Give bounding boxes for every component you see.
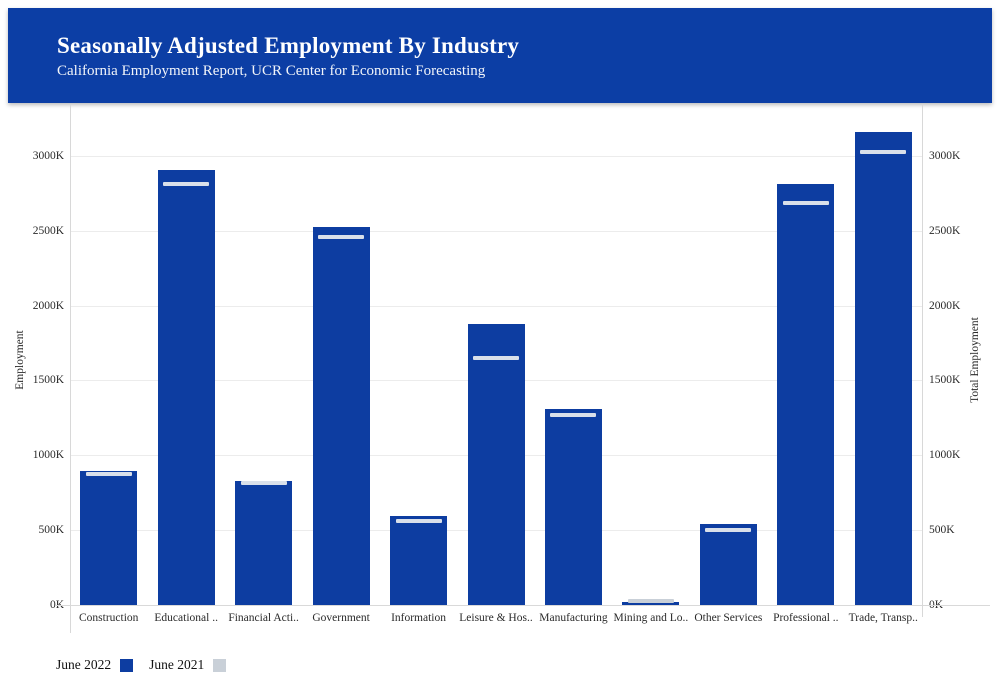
- y-axis-tick-label-left: 1000K: [32, 449, 64, 462]
- legend-item-june-2021[interactable]: June 2021: [149, 657, 227, 673]
- bar-leisure-hos[interactable]: [467, 324, 525, 605]
- y-axis-tick-label-left: 500K: [38, 523, 64, 536]
- x-axis-line: [55, 605, 990, 606]
- y-axis-tick-label-right: 3000K: [929, 150, 961, 163]
- x-axis-category-label: Trade, Transp..: [848, 612, 918, 624]
- prior-year-tick-leisure-hos[interactable]: [473, 355, 519, 360]
- legend-swatch-icon: [120, 658, 134, 672]
- prior-year-tick-professional[interactable]: [782, 201, 829, 206]
- legend-label: June 2021: [149, 657, 205, 672]
- x-axis-category-label: Educational ..: [154, 612, 218, 624]
- y-axis-tick-label-right: 1500K: [929, 374, 961, 387]
- gridline: [70, 305, 922, 307]
- prior-year-tick-other-services[interactable]: [705, 527, 752, 532]
- bar-financial-acti[interactable]: [235, 481, 293, 605]
- y-axis-tick-label-right: 0K: [929, 598, 944, 611]
- page-title: Seasonally Adjusted Employment By Indust…: [57, 33, 520, 58]
- bar-construction[interactable]: [80, 471, 138, 605]
- prior-year-tick-government[interactable]: [318, 234, 365, 239]
- prior-year-tick-financial-acti[interactable]: [240, 481, 287, 486]
- x-axis-category-label: Leisure & Hos..: [459, 612, 533, 624]
- y-axis-tick-label-left: 1500K: [32, 374, 64, 387]
- y-axis-tick-label-right: 1000K: [929, 449, 961, 462]
- y-axis-tick-label-right: 2000K: [929, 299, 961, 312]
- bar-mining-and-lo[interactable]: [622, 602, 680, 605]
- x-axis-category-label: Construction: [79, 612, 139, 624]
- legend-swatch-icon: [213, 658, 227, 672]
- bar-government[interactable]: [312, 227, 370, 605]
- y-axis-tick-label-left: 3000K: [32, 150, 64, 163]
- x-axis-category-label: Other Services: [694, 612, 763, 624]
- y-axis-tick-label-left: 2000K: [32, 299, 64, 312]
- prior-year-tick-mining-and-lo[interactable]: [627, 599, 674, 604]
- prior-year-tick-construction[interactable]: [85, 472, 132, 477]
- y-axis-tick-label-left: 0K: [49, 598, 64, 611]
- x-axis-category-label: Manufacturing: [539, 612, 608, 624]
- bar-trade-transp[interactable]: [854, 132, 912, 605]
- gridline: [70, 231, 922, 233]
- chart-legend: June 2022 June 2021: [56, 657, 242, 673]
- bar-other-services[interactable]: [699, 524, 757, 605]
- x-axis-category-label: Information: [391, 612, 446, 624]
- legend-item-june-2022[interactable]: June 2022: [56, 657, 134, 673]
- report-header-banner: Seasonally Adjusted Employment By Indust…: [8, 8, 992, 103]
- prior-year-tick-trade-transp[interactable]: [860, 149, 907, 154]
- x-axis-category-label: Mining and Lo..: [613, 612, 689, 624]
- y-axis-tick-label-left: 2500K: [32, 225, 64, 238]
- bar-professional[interactable]: [777, 184, 835, 605]
- y-axis-tick-label-right: 500K: [929, 523, 955, 536]
- legend-label: June 2022: [56, 657, 112, 672]
- y-axis-tick-label-right: 2500K: [929, 225, 961, 238]
- page-subtitle: California Employment Report, UCR Center…: [57, 63, 486, 80]
- prior-year-tick-educational[interactable]: [163, 182, 210, 187]
- y-axis-title-left: Employment: [14, 330, 26, 390]
- right-axis-line: [922, 105, 923, 617]
- bar-manufacturing[interactable]: [544, 409, 602, 605]
- x-axis-category-label: Government: [312, 612, 370, 624]
- prior-year-tick-manufacturing[interactable]: [550, 412, 597, 417]
- x-axis-category-label: Professional ..: [773, 612, 839, 624]
- bar-educational[interactable]: [157, 170, 215, 605]
- prior-year-tick-information[interactable]: [395, 518, 442, 523]
- left-axis-line: [70, 105, 71, 633]
- gridline: [70, 156, 922, 158]
- y-axis-title-right: Total Employment: [969, 317, 981, 403]
- x-axis-category-label: Financial Acti..: [228, 612, 299, 624]
- bar-information[interactable]: [390, 516, 448, 605]
